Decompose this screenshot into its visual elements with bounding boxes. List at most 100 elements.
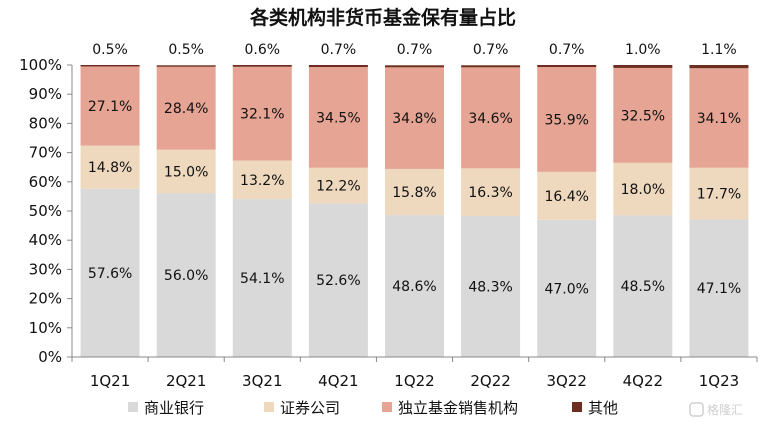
data-label: 34.8% <box>392 111 436 127</box>
x-tick-label: 3Q21 <box>242 372 282 390</box>
legend-swatch <box>264 402 274 412</box>
data-label: 17.7% <box>697 187 741 203</box>
bar-segment <box>537 67 597 172</box>
bar-segment <box>689 219 749 357</box>
data-label-other: 0.7% <box>397 42 433 58</box>
y-axis: 0% 10% 20% 30% 40% 50% 60% 70% 80% 90% 100% <box>19 56 73 366</box>
bar-segment <box>689 68 749 168</box>
bar-segment <box>537 65 597 68</box>
data-label: 15.0% <box>164 165 208 181</box>
bar-segment <box>308 203 368 357</box>
data-label: 48.3% <box>468 279 512 295</box>
x-tick-label: 2Q21 <box>166 372 206 390</box>
bar-segment <box>461 67 521 169</box>
data-label: 48.6% <box>392 279 436 295</box>
bar-segment <box>385 168 444 216</box>
data-label: 54.1% <box>240 271 284 287</box>
bar-segment <box>156 193 216 357</box>
legend-label: 证券公司 <box>280 399 340 417</box>
data-label: 15.8% <box>392 185 436 201</box>
data-label-other: 0.5% <box>168 42 204 58</box>
y-tick-label: 40% <box>29 231 62 249</box>
bar-segment <box>613 215 673 357</box>
bar-segment <box>80 66 140 146</box>
bar-segment <box>537 219 597 357</box>
data-label: 57.6% <box>88 266 132 282</box>
data-label-other: 0.7% <box>321 42 357 58</box>
data-label: 27.1% <box>88 99 132 115</box>
bar-segment <box>461 215 521 357</box>
data-label: 14.8% <box>88 160 132 176</box>
bar-segment <box>461 168 521 216</box>
legend-label: 商业银行 <box>144 399 204 417</box>
bar-segment <box>232 65 292 67</box>
bar-segment <box>689 167 749 220</box>
bar-segment <box>156 149 216 194</box>
y-tick-label: 50% <box>29 202 62 220</box>
data-label: 13.2% <box>240 173 284 189</box>
legend-label: 其他 <box>588 399 618 417</box>
y-tick-label: 100% <box>19 56 62 74</box>
bar-segment <box>613 67 673 163</box>
y-tick-label: 60% <box>29 173 62 191</box>
x-tick-label: 1Q22 <box>394 372 434 390</box>
data-label: 52.6% <box>316 273 360 289</box>
bar-segment <box>156 65 216 67</box>
bar-segment <box>385 215 444 357</box>
x-tick-label: 1Q21 <box>90 372 130 390</box>
data-label: 47.1% <box>697 281 741 297</box>
x-tick-label: 1Q23 <box>699 372 739 390</box>
bar-segment <box>80 188 140 357</box>
data-label: 32.5% <box>621 108 665 124</box>
bar-segment <box>308 65 368 68</box>
data-label: 34.1% <box>697 111 741 127</box>
bar-segment <box>308 67 368 168</box>
chart-title: 各类机构非货币基金保有量占比 <box>249 6 516 29</box>
data-label: 32.1% <box>240 107 284 123</box>
data-label: 16.3% <box>468 185 512 201</box>
legend-label: 独立基金销售机构 <box>398 399 518 417</box>
legend-swatch <box>128 402 138 412</box>
data-label: 34.6% <box>468 111 512 127</box>
data-label-other: 0.7% <box>473 42 509 58</box>
bar-segment <box>613 162 673 216</box>
bar-segment <box>156 66 216 150</box>
data-label: 34.5% <box>316 110 360 126</box>
bar-segment <box>80 145 140 189</box>
data-label: 18.0% <box>621 182 665 198</box>
x-axis: 1Q21 2Q21 3Q21 4Q21 1Q22 2Q22 3Q22 4Q22 1Q23 <box>71 356 758 390</box>
y-tick-label: 70% <box>29 144 62 162</box>
data-label: 47.0% <box>544 281 588 297</box>
data-label-other: 0.6% <box>244 42 280 58</box>
y-tick-label: 20% <box>29 290 62 308</box>
data-label: 35.9% <box>544 112 588 128</box>
data-label: 16.4% <box>544 189 588 205</box>
data-label-other: 1.0% <box>625 42 661 58</box>
data-label-other: 1.1% <box>701 42 737 58</box>
bar-segment <box>232 66 292 161</box>
bar-segment <box>613 65 673 68</box>
bar-segment <box>689 65 749 69</box>
bar-segment <box>232 199 292 357</box>
watermark-text: 格隆汇 <box>707 402 743 417</box>
legend: 商业银行 证券公司 独立基金销售机构 其他 <box>128 399 618 417</box>
x-tick-label: 2Q22 <box>470 372 510 390</box>
y-tick-label: 90% <box>29 85 62 103</box>
bar-segment <box>80 65 140 67</box>
watermark: 格隆汇 <box>689 402 743 417</box>
bar-segment <box>537 171 597 220</box>
data-label: 56.0% <box>164 268 208 284</box>
data-label: 28.4% <box>164 101 208 117</box>
x-tick-label: 4Q21 <box>318 372 358 390</box>
y-tick-label: 0% <box>38 348 62 366</box>
data-label-other: 0.5% <box>92 42 128 58</box>
data-label: 48.5% <box>621 279 665 295</box>
bar-segment <box>385 65 444 68</box>
bar-segment <box>232 160 292 200</box>
x-tick-label: 4Q22 <box>623 372 663 390</box>
watermark-logo-icon <box>689 402 704 417</box>
bar-segment <box>385 67 444 169</box>
data-label: 12.2% <box>316 179 360 195</box>
